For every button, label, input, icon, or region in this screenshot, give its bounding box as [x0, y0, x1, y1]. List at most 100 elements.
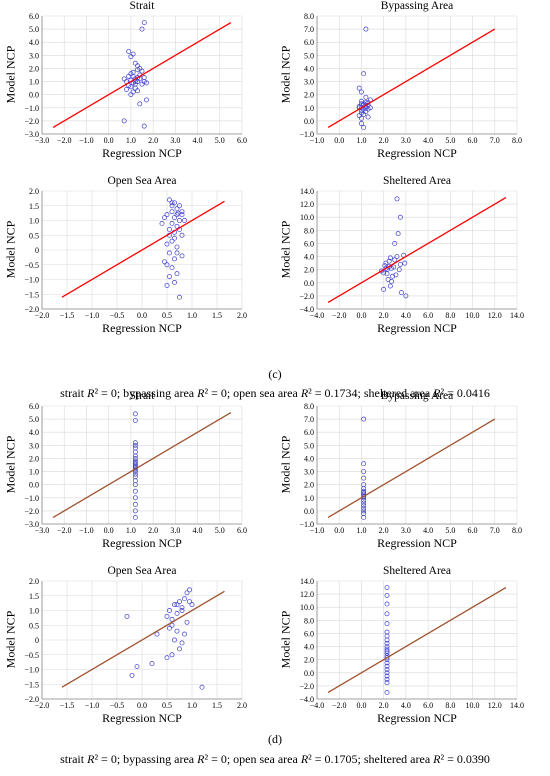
caption-segment: R — [87, 752, 95, 766]
data-point — [174, 628, 180, 634]
x-tick-label: 1.5 — [212, 311, 222, 320]
x-axis-label: Regression NCP — [377, 321, 457, 335]
data-point — [390, 273, 396, 279]
x-tick-label: 6.0 — [237, 136, 247, 145]
reference-line — [327, 586, 507, 694]
x-tick-label: −3.0 — [35, 526, 50, 535]
reference-line — [61, 200, 225, 298]
data-point — [121, 76, 127, 82]
data-point — [141, 123, 147, 129]
x-tick-label: −4.0 — [310, 701, 325, 710]
data-point — [130, 73, 136, 79]
data-point — [384, 673, 390, 679]
scatter-plot: −3.0 −2.0 −1.0 0.0 1.0 2.0 3.0 4.0 5.0 6.0 −3.0 −2.… — [24, 12, 247, 145]
data-point — [172, 637, 177, 643]
data-point — [169, 238, 175, 244]
data-point — [174, 212, 180, 218]
data-point — [126, 73, 132, 79]
data-point — [174, 271, 180, 277]
y-tick-label: 2.0 — [304, 481, 314, 490]
x-tick-label: 14.0 — [510, 311, 524, 320]
data-point — [172, 215, 177, 221]
chart-title: Bypassing Area — [380, 390, 454, 402]
y-tick-label: 0.0 — [304, 117, 314, 126]
x-tick-label: −2.0 — [57, 526, 72, 535]
data-point — [124, 613, 130, 619]
x-tick-label: 5.0 — [445, 526, 455, 535]
y-tick-label: −1.0 — [24, 494, 39, 503]
chart-d-bypassing-area: Bypassing Area Model NCP Regression NCP −1.… — [275, 390, 550, 565]
data-point — [384, 271, 390, 277]
y-tick-label: 1.0 — [304, 104, 314, 113]
data-point — [169, 622, 175, 628]
data-point — [386, 258, 392, 264]
data-point — [179, 608, 185, 613]
scatter-plot: −4.0 −2.0 0.0 2.0 4.0 6.0 8.0 10.0 12.0 14.0−4.0−… — [299, 577, 524, 710]
data-point — [384, 655, 390, 661]
axes-frame — [316, 16, 517, 135]
data-point — [393, 272, 399, 278]
x-axis-label: Regression NCP — [377, 711, 457, 725]
y-tick-label: 0.5 — [29, 621, 39, 630]
y-tick-label: 0.0 — [29, 91, 39, 100]
data-point — [126, 48, 132, 54]
x-axis-label: Regression NCP — [377, 536, 457, 550]
x-tick-label: 4.0 — [401, 311, 411, 320]
data-point — [384, 585, 390, 591]
caption-segment: ² = 0; bypassing area — [94, 752, 198, 766]
x-tick-label: −1.0 — [310, 526, 325, 535]
x-tick-label: 7.0 — [490, 136, 500, 145]
x-tick-label: 1.0 — [187, 311, 197, 320]
y-tick-label: 7.0 — [304, 25, 314, 34]
x-tick-label: 0.0 — [356, 311, 366, 320]
axes-frame — [41, 406, 242, 525]
data-point — [139, 26, 145, 32]
scatter-plot: −4.0 −2.0 0.0 2.0 4.0 6.0 8.0 10.0 12.0 14.0−4.0−… — [299, 187, 524, 320]
data-point — [169, 265, 175, 271]
x-tick-label: −1.5 — [60, 311, 75, 320]
y-tick-label: −3.0 — [24, 130, 39, 139]
chart-d-open-sea-area: Open Sea Area Model NCP Regression NCP −2.0… — [0, 565, 275, 740]
data-point — [179, 253, 185, 259]
caption-segment: ² = 0; open sea area — [204, 386, 301, 400]
y-tick-label: 10.0 — [300, 213, 314, 222]
x-tick-label: −4.0 — [310, 311, 325, 320]
data-point — [384, 670, 390, 676]
y-tick-label: 0.0 — [304, 507, 314, 516]
data-point — [132, 449, 138, 455]
x-tick-label: 0.0 — [104, 136, 114, 145]
data-point — [174, 223, 180, 229]
data-point — [172, 256, 177, 262]
caption-segment: R — [433, 752, 441, 766]
data-point — [169, 203, 175, 209]
data-point — [384, 646, 390, 652]
data-point — [132, 508, 138, 514]
data-point — [182, 631, 187, 637]
data-point — [361, 124, 367, 130]
data-point — [132, 501, 138, 507]
y-tick-label: 1.0 — [29, 468, 39, 477]
data-point — [169, 200, 175, 206]
x-tick-label: 0.0 — [334, 136, 344, 145]
data-point — [159, 221, 165, 226]
x-tick-label: 7.0 — [490, 526, 500, 535]
data-point — [392, 257, 398, 263]
y-tick-label: −1.5 — [24, 290, 39, 299]
data-point — [174, 250, 180, 256]
x-tick-label: 8.0 — [445, 701, 455, 710]
data-point — [167, 608, 172, 613]
y-tick-label: 5.0 — [304, 441, 314, 450]
y-tick-label: −2.0 — [24, 695, 39, 704]
y-tick-label: 4.0 — [304, 64, 314, 73]
y-tick-label: 6.0 — [304, 428, 314, 437]
x-tick-label: 0.0 — [104, 526, 114, 535]
data-point — [356, 113, 362, 119]
data-point — [164, 262, 170, 268]
x-tick-label: 3.0 — [401, 136, 411, 145]
chart-title: Open Sea Area — [107, 565, 177, 577]
y-tick-label: −2.0 — [299, 292, 314, 301]
y-tick-label: 6.0 — [29, 12, 39, 21]
data-point — [179, 640, 185, 646]
data-point — [135, 63, 141, 69]
y-tick-label: 1.0 — [304, 494, 314, 503]
